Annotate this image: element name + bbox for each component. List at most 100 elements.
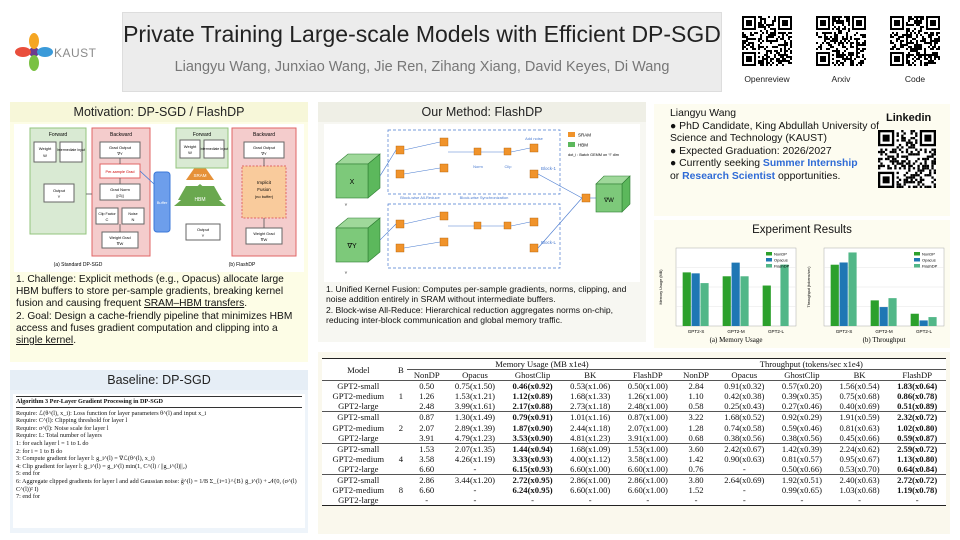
value-cell: 0.75(x0.68) — [839, 391, 880, 402]
table-row: GPT2-small 1.53 2.07(x1.35) 1.44(x0.94) 1.68… — [322, 442, 946, 454]
y-axis-label: Throughput (tokens/sec) — [807, 266, 811, 308]
value-cell: 6.15(x0.93) — [512, 463, 553, 474]
value-cell: 0.57(x0.20) — [773, 380, 831, 392]
table-row: GPT2-large 3.91 4.79(x1.23) 3.53(x0.90) 4.81… — [322, 433, 946, 444]
author-details: Liangyu Wang ● PhD Candidate, King Abdul… — [670, 108, 882, 184]
chart-bar — [740, 276, 749, 326]
chart-bar — [691, 273, 700, 326]
motivation-title: Motivation: DP-SGD / FlashDP — [10, 102, 308, 122]
model-cell: GPT2-small — [322, 411, 395, 423]
value-cell: 2.84 — [676, 380, 716, 392]
value-cell: - — [407, 495, 447, 507]
value-cell: 2.86 — [407, 474, 447, 486]
memory-group-header: Memory Usage (MB x1e4) — [407, 357, 677, 371]
value-cell: 0.64(x0.84) — [897, 463, 938, 474]
blockwise-allreduce-label: Block-wise All-Reduce — [400, 195, 440, 200]
openreview-qr-label: Openreview — [744, 74, 790, 84]
value-cell: 1.12(x0.89) — [512, 391, 553, 402]
block-1-label: Block-1 — [541, 166, 557, 171]
value-cell: 0.59(x0.46) — [781, 422, 822, 433]
value-cell: 1.87(x0.90) — [512, 422, 553, 433]
value-cell: 0.53(x1.06) — [561, 380, 619, 392]
blockwise-sync-label: Block-wise Synchronization — [460, 195, 509, 200]
value-cell: 1.68(x0.52) — [715, 411, 774, 423]
forward-label-a: Forward — [49, 132, 68, 138]
value-cell: 2.72(x0.95) — [503, 474, 562, 486]
value-cell: 6.24(x0.95) — [512, 485, 553, 496]
value-cell: 1.68(x1.09) — [561, 442, 619, 454]
clip-sym-a: C — [106, 217, 109, 222]
chart-bar — [879, 307, 888, 326]
value-cell: - — [561, 495, 619, 507]
value-cell: 6.60 — [419, 463, 435, 474]
weight-grad-sym-a: ∇W — [116, 241, 124, 246]
value-cell: 0.45(x0.66) — [839, 432, 880, 443]
summer-internship-highlight: Summer Internship — [762, 158, 858, 170]
flashdp-kernel-diagram: X ∇Y Block-1 Block-L Norm Clip Add noise… — [324, 124, 640, 282]
value-cell: 1.53(x1.21) — [454, 391, 496, 402]
output-sym-b: Y — [202, 233, 205, 238]
value-cell: 1.01(x1.16) — [561, 411, 619, 423]
results-table-panel: Model B Memory Usage (MB x1e4) Throughpu… — [318, 352, 950, 534]
value-cell: 0.39(x0.35) — [781, 391, 822, 402]
value-cell: - — [830, 495, 889, 507]
linkedin-qr-icon[interactable] — [878, 130, 936, 188]
block-l-label: Block-L — [541, 240, 557, 245]
table-row: GPT2-small 2.86 3.44(x1.20) 2.72(x0.95) 2.86… — [322, 474, 946, 486]
legend-dot: dot_i : Batch GEMM on “i” dim — [568, 153, 619, 157]
weight-grad-sym-b: ∇W — [260, 237, 268, 242]
value-cell: 0.50(x1.00) — [619, 380, 677, 392]
weight-grad-label-b: Weight Grad — [253, 232, 274, 236]
value-cell: 3.58(x1.00) — [627, 453, 668, 464]
chart-bar — [848, 252, 857, 326]
value-cell: 0.59(x0.87) — [897, 432, 938, 443]
batch-cell — [395, 433, 408, 444]
value-cell: 2.32(x0.72) — [888, 411, 946, 423]
value-cell: 0.42(x0.38) — [724, 391, 765, 402]
value-cell: 6.60 — [419, 485, 435, 496]
value-cell: 2.48(x1.00) — [627, 401, 668, 412]
x-tick-label: GPT2-L — [768, 329, 785, 334]
model-cell: GPT2-small — [322, 442, 395, 454]
x-tick-label: GPT2-L — [916, 329, 933, 334]
legend-swatch — [914, 264, 920, 268]
chart-bar — [888, 298, 897, 326]
value-cell: 0.53(x0.70) — [839, 463, 880, 474]
value-cell: 2.89(x1.39) — [454, 422, 496, 433]
value-cell: 3.91 — [419, 432, 435, 443]
code-qr-icon[interactable] — [890, 16, 940, 66]
x-tick-label: GPT2-M — [727, 329, 745, 334]
x-tick-label: GPT2-S — [836, 329, 853, 334]
batch-cell — [394, 474, 408, 486]
value-cell: 4.00(x1.12) — [570, 453, 611, 464]
chart-caption: (b) Throughput — [863, 336, 906, 344]
table-row: GPT2-large 2.48 3.99(x1.61) 2.17(x0.88) 2.73… — [322, 401, 946, 412]
value-cell: 0.87(x1.00) — [619, 411, 677, 423]
value-cell: 2.42(x0.67) — [715, 442, 774, 454]
throughput-group-header: Throughput (tokens/sec x1e4) — [676, 357, 946, 371]
value-cell: 0.40(x0.69) — [839, 401, 880, 412]
value-cell: 0.46(x0.92) — [503, 380, 562, 392]
value-cell: 1.10 — [688, 391, 704, 402]
value-cell: 1.19(x0.78) — [897, 485, 938, 496]
legend-swatch — [766, 264, 772, 268]
column-header: FlashDP — [888, 369, 946, 382]
chart-bar — [910, 313, 919, 326]
batch-cell — [394, 380, 408, 392]
arxiv-qr-icon[interactable] — [816, 16, 866, 66]
value-cell: 1.42(x0.39) — [773, 442, 831, 454]
value-cell: - — [742, 463, 746, 474]
dy-tensor-label: ∇Y — [346, 242, 357, 250]
table-row: GPT2-medium 4 3.58 4.26(x1.19) 3.33(x0.93) 4.… — [322, 454, 946, 464]
value-cell: 1.42 — [688, 453, 704, 464]
value-cell: 0.75(x1.50) — [446, 380, 504, 392]
grad-output-label-b: Grad Output — [253, 145, 276, 150]
openreview-qr-icon[interactable] — [742, 16, 792, 66]
model-header: Model — [322, 357, 395, 381]
algorithm-line: 2: for i = 1 to B do — [16, 447, 63, 455]
chart-bar — [722, 276, 731, 326]
algorithm-line: Require: σ^(l): Noise scale for layer l — [16, 424, 109, 432]
value-cell: 0.87 — [407, 411, 447, 423]
legend-entry: FlashDP — [922, 263, 938, 268]
per-sample-label-a: Per-sample Grad — [106, 170, 135, 174]
